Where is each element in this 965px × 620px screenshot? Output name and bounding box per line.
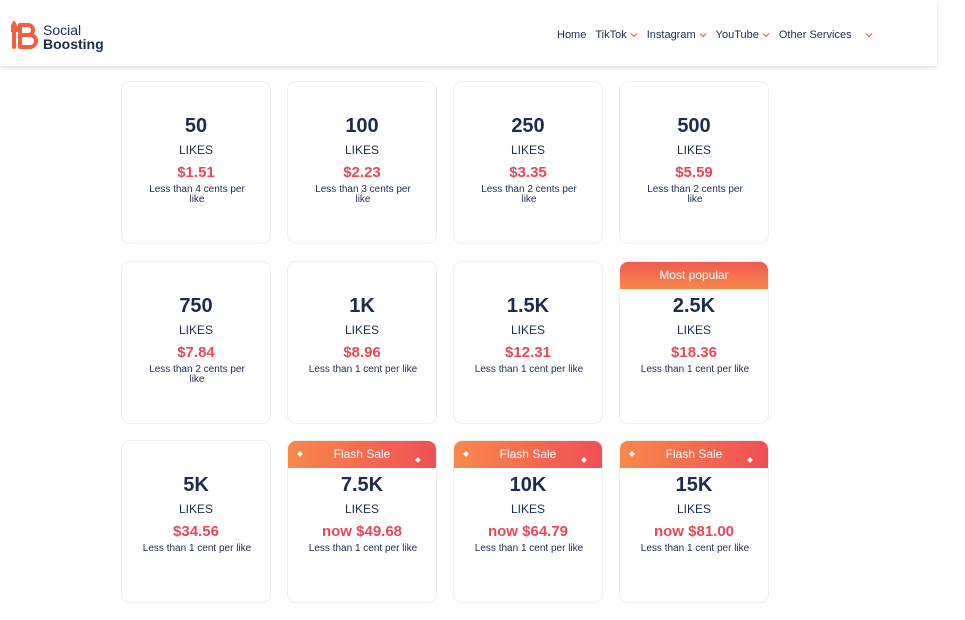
- unit: LIKES: [510, 502, 546, 516]
- amount: 50: [184, 115, 208, 137]
- amount: 750: [179, 295, 213, 317]
- unit: LIKES: [178, 502, 214, 516]
- unit: LIKES: [344, 323, 380, 337]
- amount: 100: [345, 115, 379, 137]
- unit: LIKES: [178, 143, 214, 157]
- unit: LIKES: [344, 143, 380, 157]
- price: now $49.68: [321, 523, 403, 540]
- logo-icon[interactable]: [11, 21, 39, 49]
- price: $12.31: [505, 344, 551, 361]
- nav-label[interactable]: TikTok: [595, 29, 627, 41]
- pricing-card[interactable]: 100 LIKES $2.23 Less than 3 cents per like: [287, 81, 437, 244]
- pricing-card[interactable]: 1K LIKES $8.96 Less than 1 cent per like: [287, 261, 437, 424]
- unit: LIKES: [676, 323, 712, 337]
- pricing-card[interactable]: 5K LIKES $34.56 Less than 1 cent per like: [121, 440, 271, 603]
- sparkle: [415, 457, 421, 463]
- amount: 5K: [183, 474, 209, 496]
- note: Less than 1 cent per like: [640, 543, 750, 554]
- pricing-card[interactable]: Flash Sale 7.5K LIKES now $49.68 Less than 1…: [287, 440, 437, 603]
- note: Less than 1 cent per like: [142, 543, 252, 554]
- nav-label[interactable]: Instagram: [646, 29, 696, 41]
- sparkle: [297, 451, 303, 457]
- note: Less than 1 cent per like: [474, 364, 584, 375]
- pricing-card[interactable]: Flash Sale 15K LIKES now $81.00 Less than 1 …: [619, 440, 769, 603]
- badge: Flash Sale: [620, 441, 768, 468]
- nav: Home TikTok Instagram YouTube Other Services: [557, 29, 873, 41]
- pricing-card[interactable]: 250 LIKES $3.35 Less than 2 cents per like: [453, 81, 603, 244]
- nav-label[interactable]: Home: [557, 29, 587, 41]
- amount: 2.5K: [672, 295, 716, 317]
- chevron: [699, 33, 707, 38]
- pricing-card[interactable]: 500 LIKES $5.59 Less than 2 cents per like: [619, 81, 769, 244]
- nav-item[interactable]: Instagram: [647, 29, 707, 41]
- unit: LIKES: [344, 502, 380, 516]
- price: $3.35: [509, 164, 547, 181]
- note: Less than 1 cent per like: [308, 543, 418, 554]
- amount: 500: [677, 115, 711, 137]
- pricing-card[interactable]: 750 LIKES $7.84 Less than 2 cents per like: [121, 261, 271, 424]
- sparkle: [581, 457, 587, 463]
- note: Less than 4 cents per like: [149, 184, 245, 205]
- price: $2.23: [343, 164, 381, 181]
- price: $1.51: [177, 164, 215, 181]
- price: $8.96: [343, 344, 381, 361]
- sparkle: [463, 451, 469, 457]
- unit: LIKES: [676, 502, 712, 516]
- unit: LIKES: [510, 323, 546, 337]
- note: Less than 2 cents per like: [481, 184, 577, 205]
- chevron: [762, 33, 770, 38]
- price: $5.59: [675, 164, 713, 181]
- badge: Most popular: [620, 262, 768, 289]
- note: Less than 2 cents per like: [149, 364, 245, 385]
- header: Social Boosting Home TikTok Instagram YouTu…: [0, 0, 937, 66]
- pricing-card[interactable]: 50 LIKES $1.51 Less than 4 cents per like: [121, 81, 271, 244]
- badge: Flash Sale: [454, 441, 602, 468]
- unit: LIKES: [676, 143, 712, 157]
- nav-item[interactable]: Home: [557, 29, 586, 41]
- amount: 10K: [509, 474, 547, 496]
- pricing-card[interactable]: Most popular 2.5K LIKES $18.36 Less than 1 c…: [619, 261, 769, 424]
- note: Less than 1 cent per like: [474, 543, 584, 554]
- amount: 1K: [349, 295, 375, 317]
- logo-text[interactable]: Boosting: [43, 36, 104, 52]
- price: $34.56: [173, 523, 219, 540]
- nav-item[interactable]: TikTok: [595, 29, 638, 41]
- sparkle: [747, 457, 753, 463]
- note: Less than 1 cent per like: [640, 364, 750, 375]
- nav-item[interactable]: YouTube: [716, 29, 770, 41]
- unit: LIKES: [510, 143, 546, 157]
- pricing-card[interactable]: Flash Sale 10K LIKES now $64.79 Less than 1 …: [453, 440, 603, 603]
- chevron: [630, 33, 638, 38]
- amount: 250: [511, 115, 545, 137]
- chevron: [865, 33, 873, 38]
- logo-text[interactable]: Social: [43, 22, 82, 38]
- nav-item[interactable]: Other Services: [779, 29, 873, 41]
- unit: LIKES: [178, 323, 214, 337]
- sparkle: [629, 451, 635, 457]
- note: Less than 2 cents per like: [647, 184, 743, 205]
- amount: 15K: [675, 474, 713, 496]
- nav-label[interactable]: Other Services: [778, 29, 852, 41]
- price: now $64.79: [487, 523, 569, 540]
- note: Less than 1 cent per like: [308, 364, 418, 375]
- note: Less than 3 cents per like: [315, 184, 411, 205]
- badge: Flash Sale: [288, 441, 436, 468]
- price: $7.84: [177, 344, 215, 361]
- amount: 1.5K: [506, 295, 550, 317]
- price: $18.36: [671, 344, 717, 361]
- nav-label[interactable]: YouTube: [715, 29, 759, 41]
- pricing-card[interactable]: 1.5K LIKES $12.31 Less than 1 cent per like: [453, 261, 603, 424]
- amount: 7.5K: [340, 474, 384, 496]
- price: now $81.00: [653, 523, 735, 540]
